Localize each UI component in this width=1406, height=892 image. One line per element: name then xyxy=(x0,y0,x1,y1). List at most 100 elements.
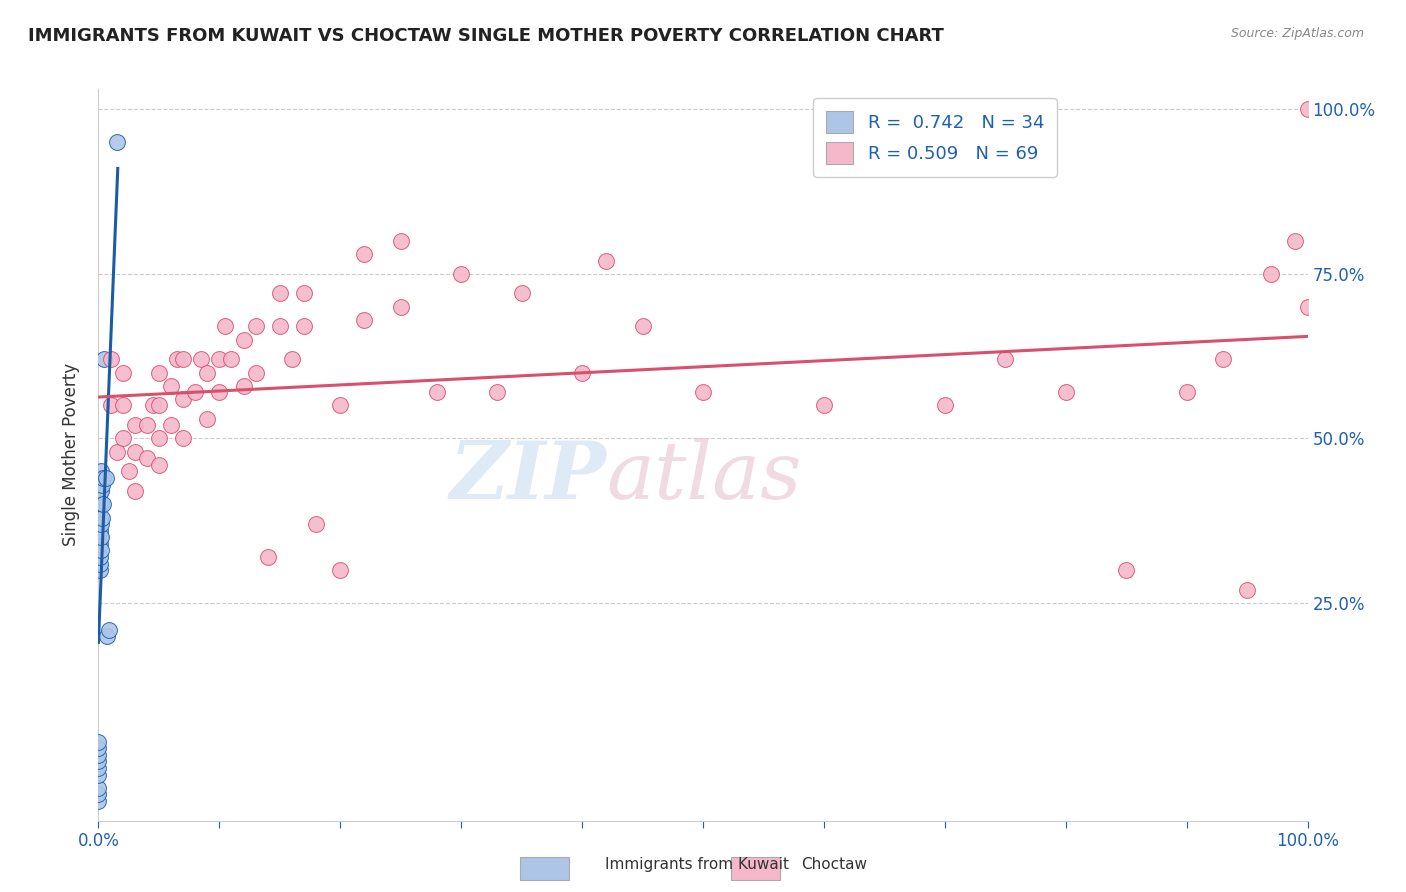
Point xyxy=(94,471,117,485)
Point xyxy=(245,366,267,380)
Point xyxy=(221,352,243,367)
Point xyxy=(105,135,128,149)
Point xyxy=(1236,582,1258,597)
Point xyxy=(91,477,114,491)
Point xyxy=(89,557,111,571)
Point xyxy=(89,484,111,499)
Text: atlas: atlas xyxy=(606,438,801,516)
Point xyxy=(994,352,1017,367)
Point xyxy=(1115,563,1137,577)
Point xyxy=(214,319,236,334)
Point xyxy=(389,234,412,248)
Point xyxy=(90,484,112,499)
Point xyxy=(87,747,110,762)
Point xyxy=(87,741,110,756)
Point xyxy=(353,313,375,327)
Point xyxy=(195,366,218,380)
Text: ZIP: ZIP xyxy=(450,438,606,516)
Point xyxy=(111,399,134,413)
Point xyxy=(195,411,218,425)
Y-axis label: Single Mother Poverty: Single Mother Poverty xyxy=(62,363,80,547)
Point xyxy=(329,399,352,413)
Point xyxy=(124,484,146,499)
Point xyxy=(1260,267,1282,281)
Legend: R =  0.742   N = 34, R = 0.509   N = 69: R = 0.742 N = 34, R = 0.509 N = 69 xyxy=(814,98,1057,177)
Point xyxy=(232,378,254,392)
Point xyxy=(571,366,593,380)
Point xyxy=(111,366,134,380)
Point xyxy=(89,471,111,485)
Point xyxy=(96,629,118,643)
Point xyxy=(118,464,141,478)
Point xyxy=(172,432,194,446)
Point xyxy=(89,524,111,538)
Point xyxy=(232,333,254,347)
Point xyxy=(124,418,146,433)
Point xyxy=(245,319,267,334)
Text: Immigrants from Kuwait: Immigrants from Kuwait xyxy=(605,857,789,872)
Point xyxy=(329,563,352,577)
Point xyxy=(89,530,111,544)
Point xyxy=(142,399,165,413)
Point xyxy=(148,458,170,472)
Point xyxy=(87,734,110,748)
Point xyxy=(1296,300,1319,314)
Point xyxy=(1212,352,1234,367)
Point xyxy=(148,432,170,446)
Point xyxy=(98,623,121,637)
Point xyxy=(1284,234,1306,248)
Point xyxy=(1175,385,1198,400)
Point xyxy=(172,352,194,367)
Point xyxy=(208,352,231,367)
Point xyxy=(89,537,111,551)
Point xyxy=(100,399,122,413)
Point xyxy=(208,385,231,400)
Point xyxy=(89,510,111,524)
Point xyxy=(90,497,112,511)
Point xyxy=(148,366,170,380)
Point xyxy=(486,385,509,400)
Point xyxy=(91,497,114,511)
Point xyxy=(292,286,315,301)
Point xyxy=(1296,102,1319,116)
Point xyxy=(93,352,115,367)
Point xyxy=(256,550,278,565)
Point xyxy=(190,352,212,367)
Point xyxy=(510,286,533,301)
Point xyxy=(111,432,134,446)
Point xyxy=(595,253,617,268)
Point xyxy=(87,755,110,769)
Point xyxy=(87,787,110,801)
Point xyxy=(90,530,112,544)
Point xyxy=(89,497,111,511)
Text: Source: ZipAtlas.com: Source: ZipAtlas.com xyxy=(1230,27,1364,40)
Point xyxy=(90,543,112,558)
Point xyxy=(148,399,170,413)
Point xyxy=(87,761,110,775)
Point xyxy=(450,267,472,281)
Point xyxy=(160,378,183,392)
Point xyxy=(172,392,194,406)
Text: IMMIGRANTS FROM KUWAIT VS CHOCTAW SINGLE MOTHER POVERTY CORRELATION CHART: IMMIGRANTS FROM KUWAIT VS CHOCTAW SINGLE… xyxy=(28,27,943,45)
Point xyxy=(89,550,111,565)
Point xyxy=(90,464,112,478)
Point xyxy=(87,780,110,795)
Point xyxy=(813,399,835,413)
Point xyxy=(124,444,146,458)
Point xyxy=(1054,385,1077,400)
Point xyxy=(389,300,412,314)
Point xyxy=(269,286,291,301)
Point xyxy=(934,399,956,413)
Point xyxy=(91,471,114,485)
Point xyxy=(105,444,128,458)
Point xyxy=(631,319,654,334)
Point xyxy=(90,517,112,532)
Point xyxy=(353,247,375,261)
Point xyxy=(89,563,111,577)
Point xyxy=(184,385,207,400)
Point xyxy=(692,385,714,400)
Point xyxy=(305,517,328,532)
Point xyxy=(281,352,304,367)
Point xyxy=(100,352,122,367)
Point xyxy=(292,319,315,334)
